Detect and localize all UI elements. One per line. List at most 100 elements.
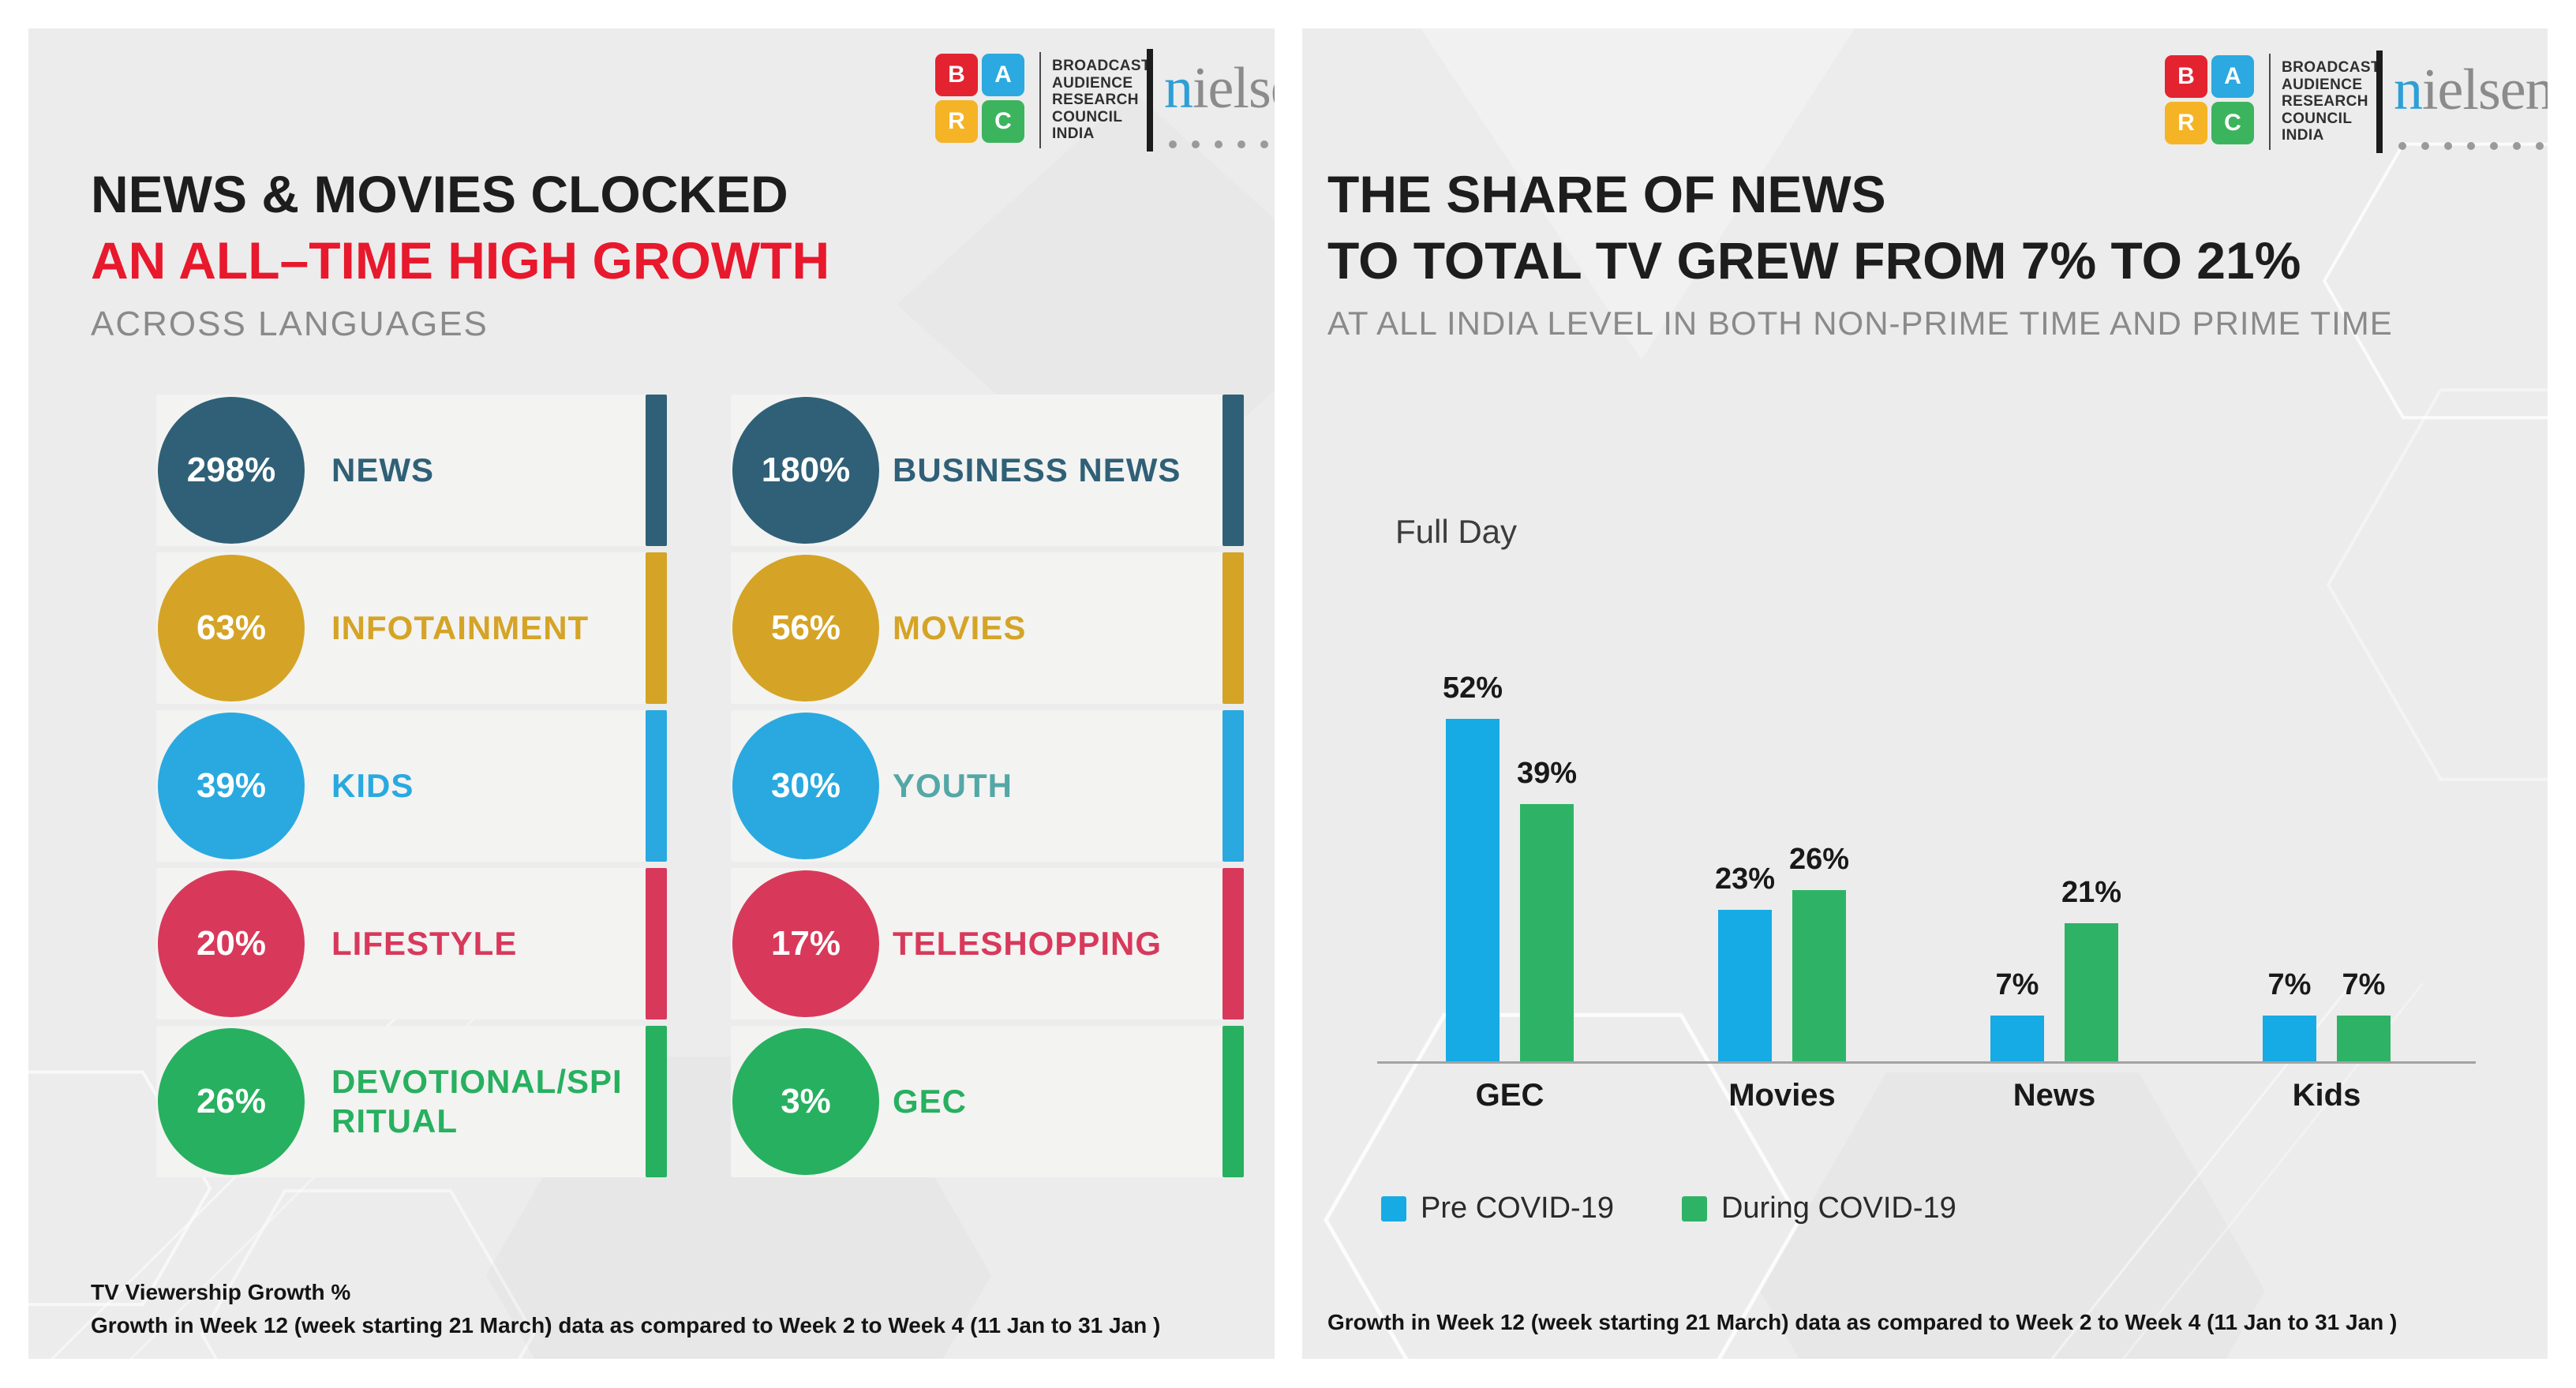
growth-badge: 3% — [732, 1028, 879, 1175]
growth-label: BUSINESS NEWS — [893, 451, 1181, 488]
barc-square-b: B — [2165, 55, 2207, 98]
growth-value: 63% — [196, 608, 267, 647]
category-label: Kids — [2292, 1078, 2361, 1113]
bar-value-label: 7% — [2267, 968, 2312, 1001]
org-line: INDIA — [1052, 125, 1095, 142]
legend-label-during-covid: During COVID-19 — [1720, 1192, 1956, 1225]
bar-value-label: 21% — [2061, 876, 2122, 909]
barc-square-b: B — [935, 54, 978, 96]
bar-value-label: 23% — [1714, 862, 1776, 896]
logo-divider — [2269, 54, 2271, 150]
left-footnote-line1: TV Viewership Growth % — [91, 1280, 351, 1304]
right-infographic-panel: B A R C BROADCAST AUDIENCE RESEARCH COUN… — [1302, 28, 2548, 1359]
accent-bar — [1222, 552, 1244, 704]
barc-org-name: BROADCAST AUDIENCE RESEARCH COUNCIL INDI… — [2282, 59, 2380, 144]
bar-value-label: 26% — [1788, 843, 1850, 876]
org-line: COUNCIL — [2282, 110, 2353, 127]
accent-bar — [646, 395, 667, 546]
x-axis-line — [1377, 1061, 2476, 1064]
logo-divider — [1039, 52, 1041, 148]
legend-item-pre-covid: Pre COVID-19 — [1381, 1192, 1614, 1225]
chart-bar-kids-during-covid — [2337, 1016, 2391, 1061]
legend-label-pre-covid: Pre COVID-19 — [1421, 1192, 1614, 1225]
org-line: INDIA — [2282, 127, 2324, 144]
growth-value: 56% — [770, 608, 841, 647]
category-label: GEC — [1475, 1078, 1544, 1113]
accent-bar — [1222, 868, 1244, 1019]
accent-bar — [646, 710, 667, 862]
barc-nielsen-logo: B A R C BROADCAST AUDIENCE RESEARCH COUN… — [2165, 51, 2548, 172]
legend-swatch-green — [1681, 1195, 1707, 1222]
right-title-line2: TO TOTAL TV GREW FROM 7% TO 21% — [1327, 231, 2301, 290]
nielsen-wordmark: nielsen — [1164, 55, 1275, 122]
nielsen-dots — [2398, 142, 2548, 150]
growth-label: LIFESTYLE — [331, 925, 518, 962]
growth-label: NEWS — [331, 451, 434, 488]
growth-row: 26% DEVOTIONAL/SPI RITUAL — [156, 1026, 667, 1177]
org-line: BROADCAST — [1052, 58, 1151, 74]
right-footnote: Growth in Week 12 (week starting 21 Marc… — [1327, 1310, 2398, 1334]
growth-row: 180% BUSINESS NEWS — [731, 395, 1244, 546]
chart-bar-movies-pre-covid — [1718, 910, 1772, 1061]
growth-value: 3% — [781, 1082, 831, 1121]
chart-bar-kids-pre-covid — [2263, 1016, 2316, 1061]
growth-label: KIDS — [331, 767, 414, 804]
growth-row: 39% KIDS — [156, 710, 667, 862]
chart-bar-gec-during-covid — [1520, 804, 1574, 1061]
nielsen-rest: ielsen — [2422, 58, 2548, 122]
growth-value: 26% — [196, 1082, 267, 1121]
growth-badge: 298% — [158, 397, 305, 544]
growth-value: 20% — [196, 924, 267, 963]
category-label: Movies — [1728, 1078, 1836, 1113]
growth-label: MOVIES — [893, 609, 1027, 646]
left-infographic-panel: B A R C BROADCAST AUDIENCE RESEARCH COUN… — [28, 28, 1275, 1359]
org-line: RESEARCH — [2282, 93, 2368, 110]
barc-nielsen-logo: B A R C BROADCAST AUDIENCE RESEARCH COUN… — [935, 49, 1275, 170]
growth-row: 17% TELESHOPPING — [731, 868, 1244, 1019]
nielsen-rest: ielsen — [1193, 56, 1275, 121]
growth-value: 180% — [761, 451, 851, 489]
barc-logo: B A R C — [2165, 55, 2254, 144]
growth-label: INFOTAINMENT — [331, 609, 590, 646]
bar-value-label: 39% — [1516, 757, 1578, 790]
growth-row: 298% NEWS — [156, 395, 667, 546]
growth-value: 39% — [196, 766, 267, 805]
left-title-line2: AN ALL–TIME HIGH GROWTH — [91, 231, 830, 290]
accent-bar — [646, 868, 667, 1019]
bar-value-label: 7% — [2342, 968, 2386, 1001]
growth-label: YOUTH — [893, 767, 1013, 804]
growth-label: GEC — [893, 1083, 968, 1120]
right-title-line1: THE SHARE OF NEWS — [1327, 165, 1886, 223]
legend-swatch-blue — [1381, 1195, 1406, 1222]
nielsen-n: n — [1164, 56, 1193, 121]
growth-badge: 20% — [158, 870, 305, 1017]
category-label: News — [2012, 1078, 2096, 1113]
chart-bar-news-during-covid — [2065, 923, 2118, 1061]
chart-bar-gec-pre-covid — [1446, 719, 1500, 1061]
growth-badge: 56% — [732, 555, 879, 701]
chart-bar-movies-during-covid — [1792, 890, 1846, 1061]
nielsen-divider — [1147, 49, 1153, 152]
growth-row: 20% LIFESTYLE — [156, 868, 667, 1019]
growth-badge: 30% — [732, 713, 879, 859]
growth-badge: 39% — [158, 713, 305, 859]
nielsen-n: n — [2394, 58, 2423, 122]
barc-logo: B A R C — [935, 54, 1024, 143]
growth-value: 30% — [770, 766, 841, 805]
org-line: BROADCAST — [2282, 59, 2380, 76]
nielsen-divider — [2376, 51, 2383, 153]
growth-row: 56% MOVIES — [731, 552, 1244, 704]
org-line: AUDIENCE — [1052, 74, 1133, 92]
barc-org-name: BROADCAST AUDIENCE RESEARCH COUNCIL INDI… — [1052, 58, 1151, 143]
growth-value: 298% — [186, 451, 276, 489]
org-line: RESEARCH — [1052, 92, 1139, 108]
accent-bar — [1222, 1026, 1244, 1177]
growth-value: 17% — [770, 924, 841, 963]
org-line: AUDIENCE — [2282, 76, 2363, 93]
nielsen-wordmark: nielsen — [2394, 57, 2548, 124]
growth-row: 30% YOUTH — [731, 710, 1244, 862]
left-subtitle: ACROSS LANGUAGES — [91, 305, 489, 343]
accent-bar — [1222, 710, 1244, 862]
barc-square-c: C — [982, 100, 1024, 143]
left-title-line1: NEWS & MOVIES CLOCKED — [91, 165, 788, 223]
